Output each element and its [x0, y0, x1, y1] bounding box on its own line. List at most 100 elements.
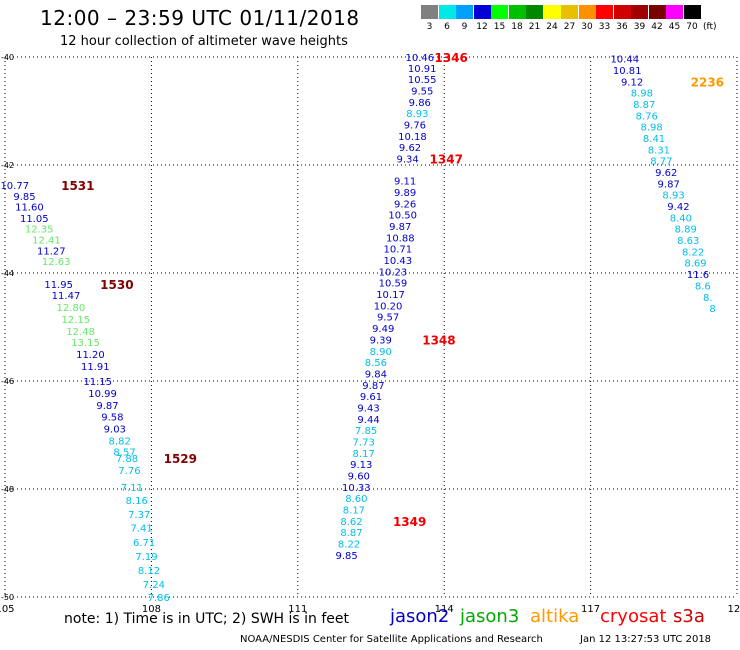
colorbar-swatch [596, 5, 613, 19]
x-tick-label: 120 [727, 604, 740, 615]
data-point-label: 9.76 [404, 121, 426, 132]
data-point-label: 12.35 [25, 225, 54, 236]
data-point-label: 11.47 [52, 291, 81, 302]
data-point-label: 8.77 [650, 157, 672, 168]
data-point-label: 9.43 [357, 403, 379, 414]
data-point-label: 7.19 [135, 552, 157, 563]
data-point-label: 8.56 [365, 358, 387, 369]
legend-jason3: jason3 [460, 606, 520, 627]
data-point-label: 10.88 [386, 233, 415, 244]
y-tick-label: -50 [1, 593, 14, 602]
legend-jason2: jason2 [390, 606, 450, 627]
data-point-label: 11.60 [15, 203, 44, 214]
data-point-label: 10.20 [374, 301, 403, 312]
colorbar-label: 45 [668, 22, 681, 32]
data-point-label: 6.71 [133, 538, 155, 549]
colorbar-swatch [526, 5, 543, 19]
data-point-label: 9.12 [621, 77, 643, 88]
data-point-label: 10.23 [379, 267, 408, 278]
data-point-label: 9.86 [409, 98, 431, 109]
colorbar-label: 9 [461, 22, 468, 32]
data-point-label: 7.37 [128, 510, 150, 521]
data-point-label: 8.76 [636, 111, 658, 122]
data-point-label: 8.87 [340, 528, 362, 539]
page-subtitle: 12 hour collection of altimeter wave hei… [60, 34, 348, 49]
data-point-label: 8.90 [370, 347, 392, 358]
data-point-label: 8 [709, 304, 715, 315]
colorbar-label: 24 [546, 22, 558, 32]
data-point-label: 8.41 [643, 134, 665, 145]
data-point-label: 9.89 [394, 188, 416, 199]
data-point-label: 9.39 [370, 335, 392, 346]
colorbar-label: 36 [616, 22, 628, 32]
x-tick-label: 105 [0, 604, 15, 615]
colorbar-swatch [683, 5, 701, 19]
data-point-label: 9.03 [104, 425, 126, 436]
x-tick-label: 117 [581, 604, 600, 615]
data-point-label: 8.89 [675, 225, 697, 236]
x-tick-label: 114 [435, 604, 454, 615]
data-point-label: 7.41 [131, 523, 153, 534]
data-point-label: 8.57 [113, 448, 135, 459]
colorbar-swatch [438, 5, 456, 19]
time-label: 2236 [691, 75, 724, 89]
data-point-label: 9.62 [655, 168, 677, 179]
data-point-label: 10.81 [613, 66, 642, 77]
x-tick-label: 108 [142, 604, 161, 615]
data-point-label: 10.99 [88, 389, 117, 400]
data-point-label: 8.17 [343, 506, 365, 517]
data-point-label: 7.24 [143, 580, 165, 591]
data-point-label: 12.80 [57, 303, 86, 314]
data-point-label: 8.93 [662, 191, 684, 202]
data-point-label: 9.13 [350, 460, 372, 471]
data-point-label: 12.15 [61, 315, 90, 326]
data-point-label: 9.57 [377, 313, 399, 324]
colorbar-label: 3 [426, 22, 433, 32]
data-point-label: 10.77 [0, 181, 29, 192]
y-tick-label: -42 [1, 161, 14, 170]
data-point-label: 9.58 [101, 413, 123, 424]
data-point-label: 10.43 [384, 256, 413, 267]
data-point-label: 10.17 [376, 290, 405, 301]
data-point-label: 8.22 [682, 247, 704, 258]
data-point-label: 8.31 [648, 145, 670, 156]
data-point-label: 7.86 [148, 593, 170, 604]
data-point-label: 9.87 [658, 179, 680, 190]
data-point-label: 12.63 [42, 257, 71, 268]
data-point-label: 10.71 [384, 245, 413, 256]
x-tick-label: 111 [288, 604, 307, 615]
colorbar-label: 30 [581, 22, 593, 32]
data-point-label: 9.44 [357, 415, 379, 426]
colorbar-label: 33 [598, 22, 611, 32]
footer-timestamp: Jan 12 13:27:53 UTC 2018 [580, 634, 712, 645]
data-point-label: 12.41 [32, 236, 61, 247]
data-point-label: 11.95 [44, 280, 73, 291]
data-point-label: 8.6 [695, 281, 711, 292]
data-point-label: 7.73 [353, 437, 375, 448]
colorbar-label: 42 [651, 22, 663, 32]
colorbar-swatch [578, 5, 596, 19]
colorbar-swatch [491, 5, 508, 19]
colorbar-label: 39 [633, 22, 646, 32]
time-label: 1530 [100, 278, 133, 292]
colorbar-swatch [613, 5, 631, 19]
time-label: 1348 [422, 333, 455, 347]
data-point-label: 10.18 [398, 132, 427, 143]
data-point-label: 7.88 [116, 454, 138, 465]
data-point-label: 11.91 [81, 362, 110, 373]
data-point-label: 8.87 [633, 100, 655, 111]
data-point-label: 8.98 [631, 89, 653, 100]
data-point-label: 8.93 [406, 109, 428, 120]
data-point-label: 11.6 [687, 270, 709, 281]
colorbar-label: 18 [511, 22, 523, 32]
data-point-label: 9.26 [394, 199, 416, 210]
colorbar-label: 12 [476, 22, 488, 32]
data-point-label: 8.22 [338, 540, 360, 551]
data-point-label: 9.87 [389, 222, 411, 233]
data-point-label: 10.59 [379, 279, 408, 290]
colorbar-label: 15 [493, 22, 506, 32]
colorbar-unit: (ft) [703, 22, 717, 32]
data-point-label: 11.05 [20, 214, 49, 225]
y-tick-label: -48 [1, 485, 14, 494]
